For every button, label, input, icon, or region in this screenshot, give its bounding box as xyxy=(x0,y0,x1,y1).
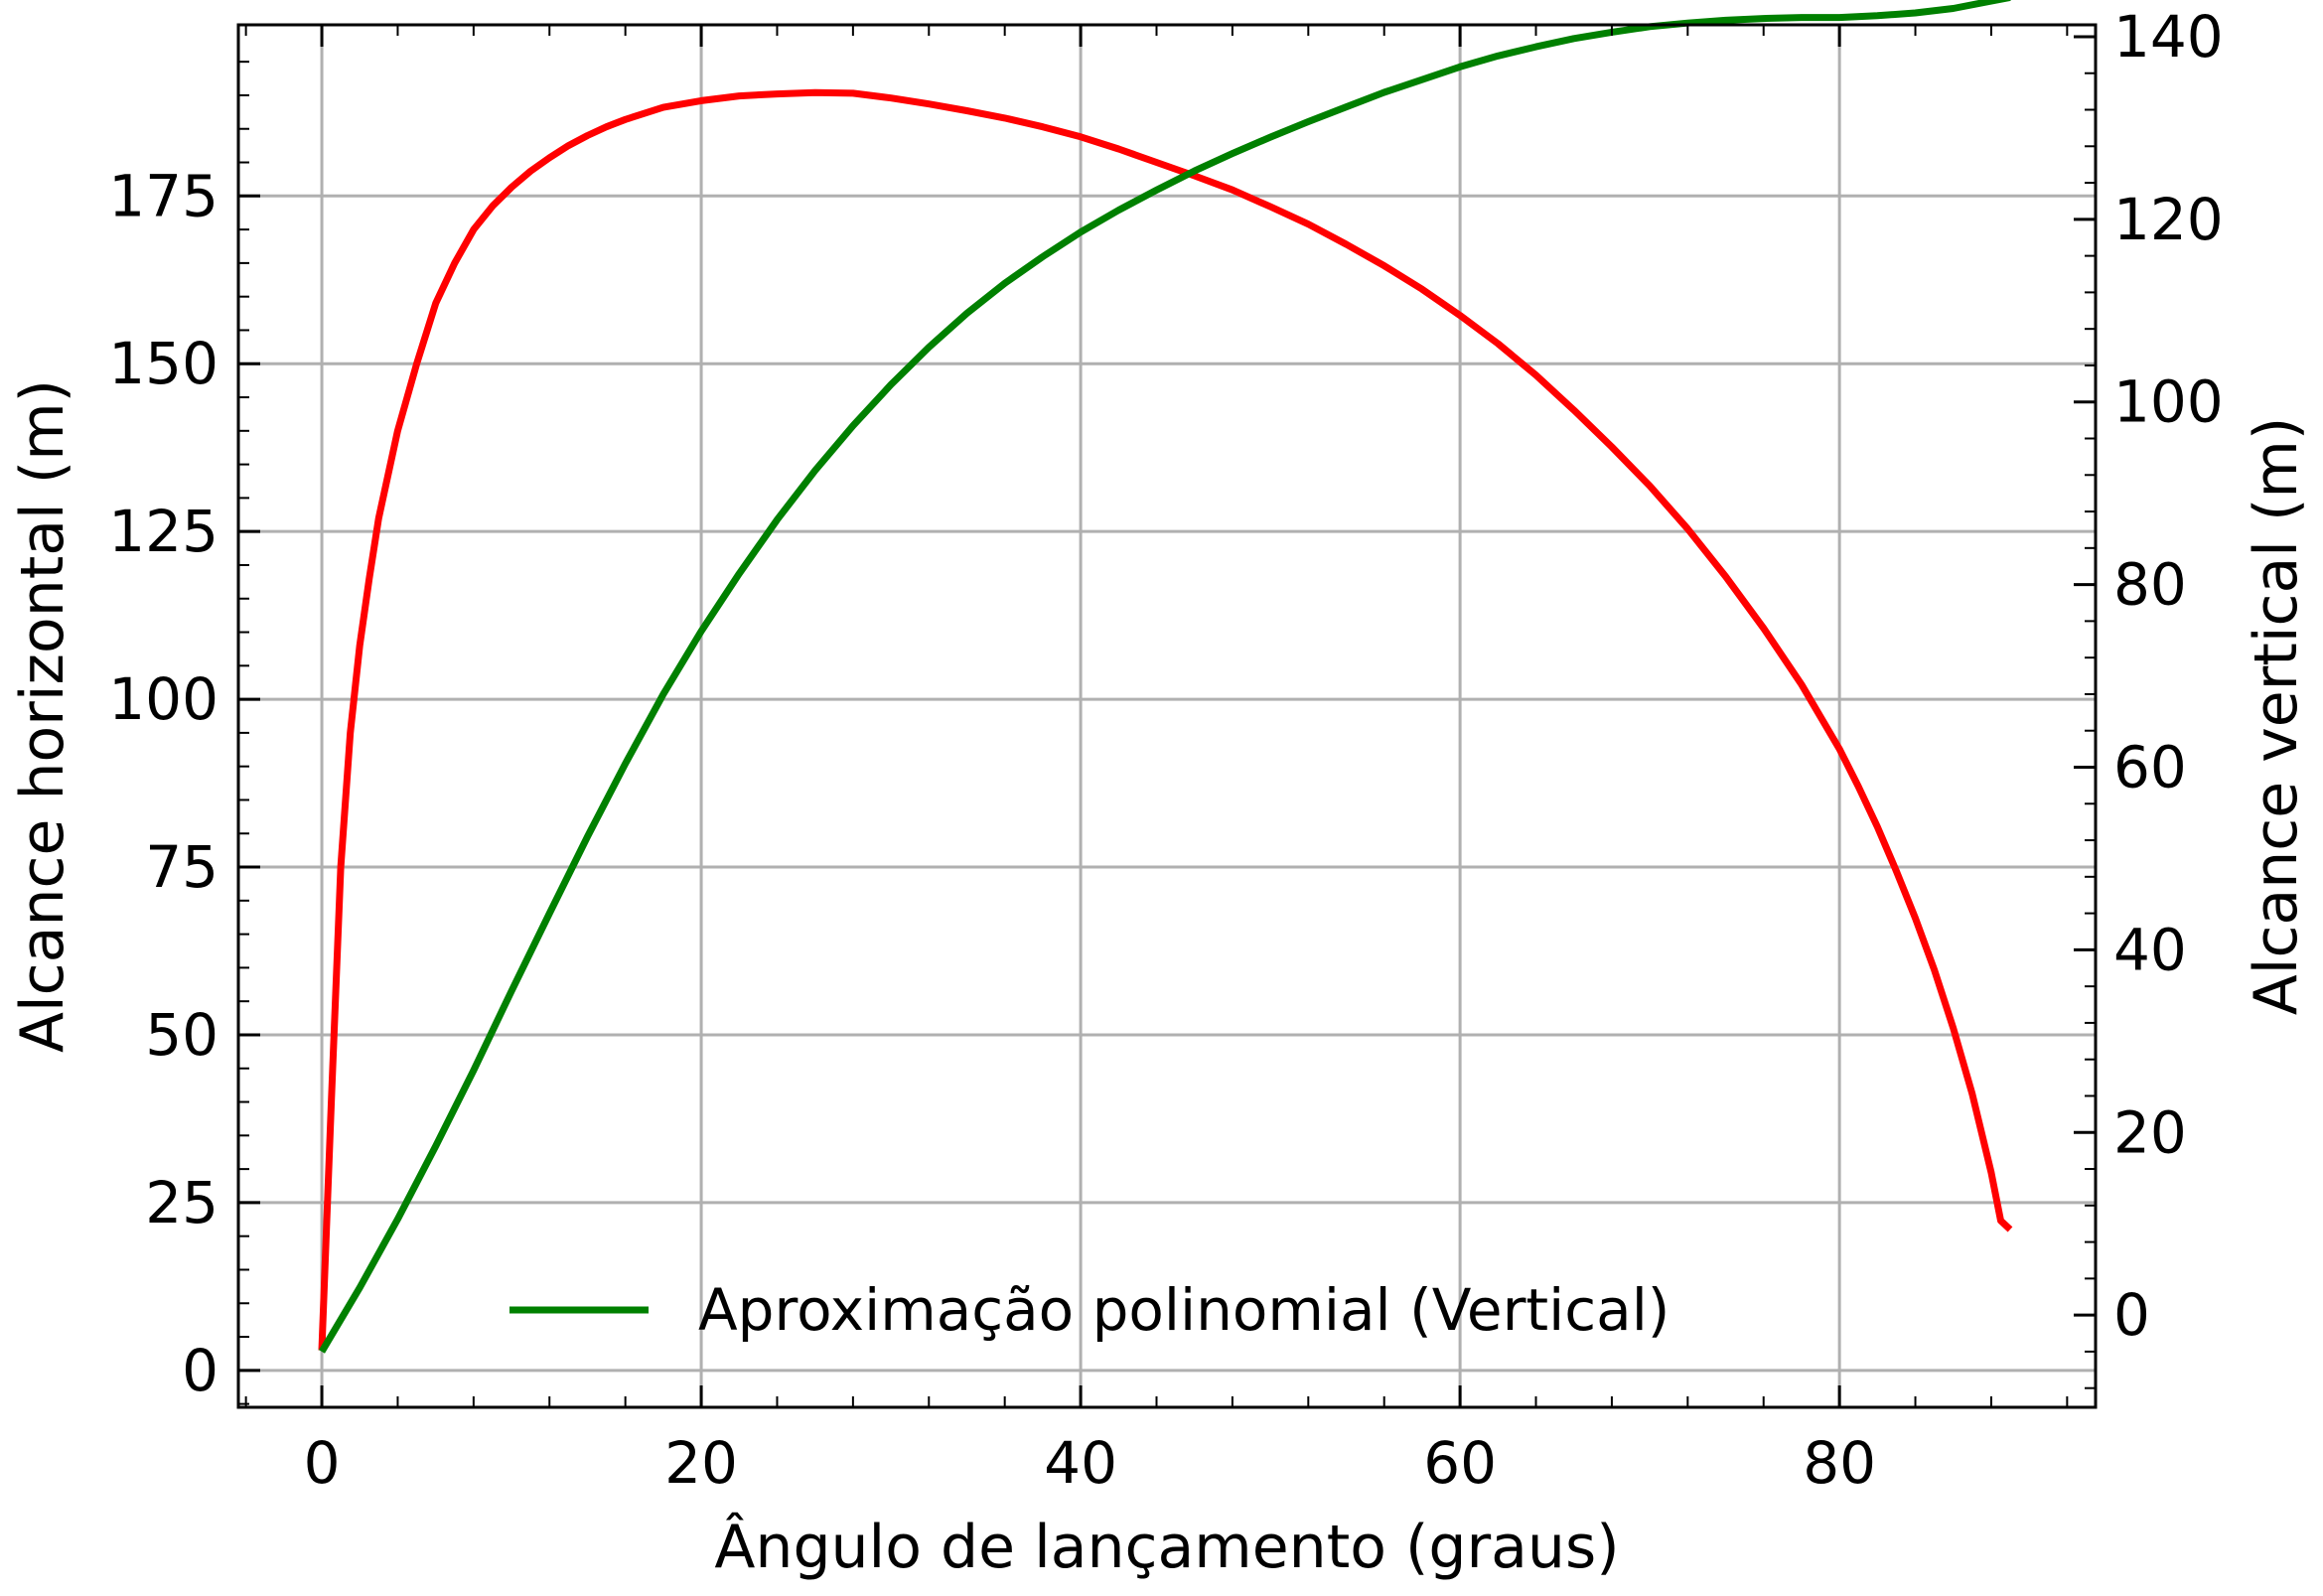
y2-tick-label: 40 xyxy=(2113,916,2187,983)
x-tick-label: 60 xyxy=(1423,1429,1497,1497)
y-tick-label: 150 xyxy=(108,330,218,397)
y2-tick-label: 120 xyxy=(2113,186,2224,253)
y2-tick-label: 0 xyxy=(2113,1281,2150,1349)
y-tick-label: 0 xyxy=(182,1337,218,1404)
x-axis-label: Ângulo de lançamento (graus) xyxy=(714,1512,1619,1582)
y-tick-label: 75 xyxy=(145,833,218,901)
y-tick-label: 50 xyxy=(145,1001,218,1069)
legend-label-vertical: Aproximação polinomial (Vertical) xyxy=(698,1276,1670,1344)
axis-ticks xyxy=(238,25,2096,1407)
x-tick-label: 40 xyxy=(1044,1429,1117,1497)
series-line-horizontal xyxy=(318,88,2013,1351)
x-tick-label: 0 xyxy=(304,1429,341,1497)
y2-tick-label: 100 xyxy=(2113,368,2224,436)
plot-area-frame xyxy=(236,23,2098,1409)
y-tick-label: 100 xyxy=(108,665,218,733)
grid xyxy=(238,25,2096,1407)
y-axis-label-right: Alcance vertical (m) xyxy=(2242,417,2311,1016)
y-tick-label: 125 xyxy=(108,498,218,565)
legend: Aproximação polinomial (Vertical) xyxy=(509,1276,1670,1344)
y2-tick-label: 60 xyxy=(2113,733,2187,800)
y-axis-label-left: Alcance horizontal (m) xyxy=(8,379,77,1053)
y-tick-label: 175 xyxy=(108,162,218,229)
y-tick-label: 25 xyxy=(145,1169,218,1236)
x-tick-label: 80 xyxy=(1803,1429,1876,1497)
y2-tick-label: 20 xyxy=(2113,1098,2187,1166)
series-lines xyxy=(318,0,2013,1354)
y2-tick-label: 80 xyxy=(2113,551,2187,619)
tick-labels: 0 20 40 60 80 0 25 50 75 100 125 150 175 0 20 40 60 80 100… xyxy=(108,3,2223,1497)
y2-tick-label: 140 xyxy=(2113,3,2224,71)
x-tick-label: 20 xyxy=(664,1429,738,1497)
series-line-vertical xyxy=(318,0,2011,1354)
